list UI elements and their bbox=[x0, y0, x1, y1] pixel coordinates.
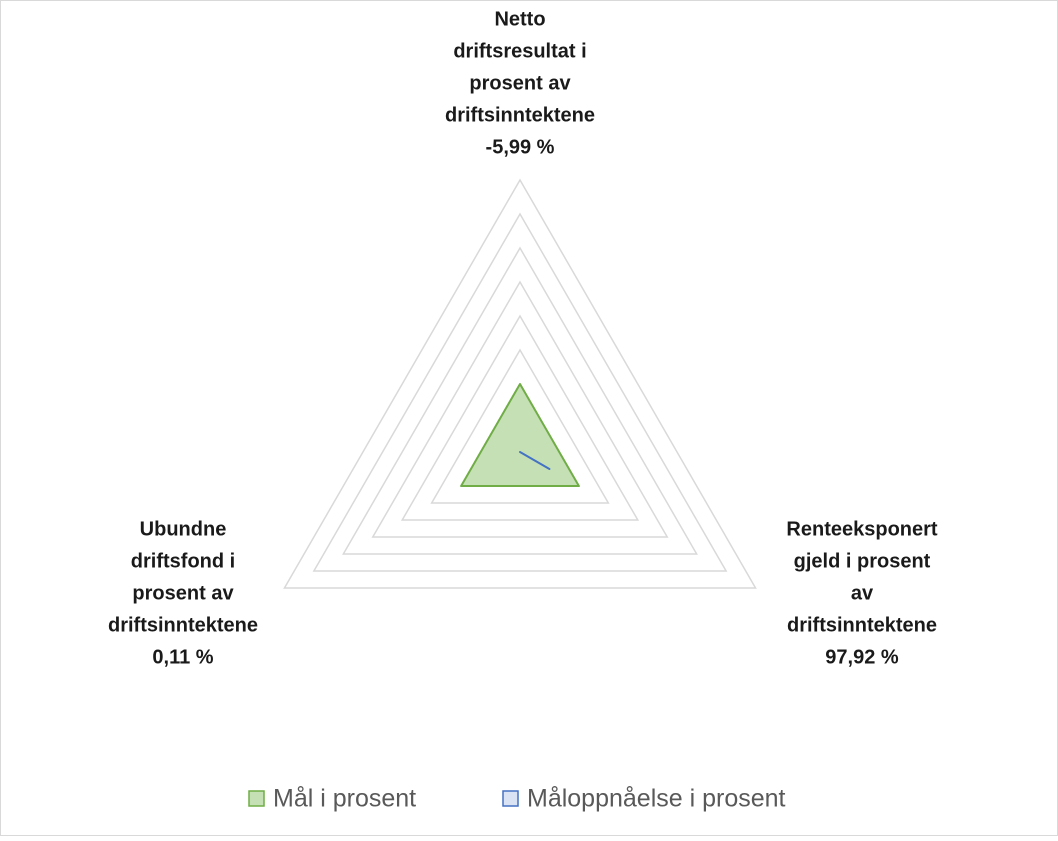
axis-label: driftsinntektene bbox=[445, 104, 595, 126]
axis-label: gjeld i prosent bbox=[794, 550, 931, 572]
grid-ring bbox=[283, 178, 757, 589]
axis-label: driftsinntektene bbox=[108, 614, 258, 636]
axis-label: Renteeksponert bbox=[786, 518, 937, 540]
legend-swatch bbox=[502, 790, 519, 807]
grid-ring bbox=[312, 212, 728, 572]
radar-area bbox=[460, 383, 580, 487]
axis-label: Ubundne bbox=[140, 518, 227, 540]
grid-ring bbox=[400, 314, 640, 521]
axis-label: prosent av bbox=[469, 72, 571, 94]
grid-ring bbox=[430, 348, 610, 504]
legend-label: Måloppnåelse i prosent bbox=[527, 785, 786, 813]
axis-label: 0,11 % bbox=[152, 646, 213, 668]
axis-label: Netto bbox=[494, 8, 545, 30]
grid-ring bbox=[371, 280, 669, 538]
legend-swatch bbox=[248, 790, 265, 807]
axis-label: av bbox=[851, 582, 874, 604]
axis-label: driftsinntektene bbox=[787, 614, 937, 636]
axis-label: 97,92 % bbox=[825, 646, 899, 668]
radar-line bbox=[519, 451, 551, 470]
axis-label: -5,99 % bbox=[486, 136, 555, 158]
axis-label: driftsfond i bbox=[131, 550, 235, 572]
grid-ring bbox=[342, 246, 698, 555]
legend-label: Mål i prosent bbox=[273, 785, 416, 813]
axis-label: driftsresultat i bbox=[453, 40, 586, 62]
axis-label: prosent av bbox=[132, 582, 234, 604]
